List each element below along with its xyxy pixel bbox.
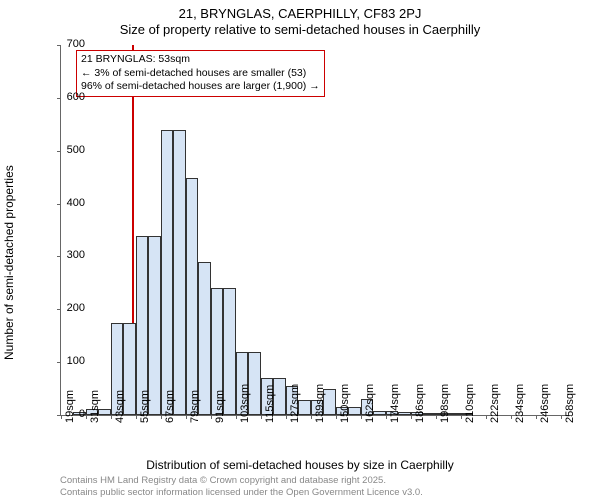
x-tick-label: 91sqm: [214, 390, 226, 423]
y-axis-label: Number of semi-detached properties: [2, 35, 16, 230]
x-tick-label: 31sqm: [89, 390, 101, 423]
x-tick-mark: [536, 415, 537, 419]
x-tick-mark: [336, 415, 337, 419]
y-tick-label: 100: [45, 355, 85, 367]
histogram-bar: [148, 236, 160, 415]
annotation-line1: 21 BRYNGLAS: 53sqm: [81, 53, 320, 67]
x-tick-label: 162sqm: [364, 384, 376, 423]
footer-line1: Contains HM Land Registry data © Crown c…: [60, 475, 423, 486]
x-tick-label: 198sqm: [439, 384, 451, 423]
x-tick-mark: [311, 415, 312, 419]
x-tick-mark: [236, 415, 237, 419]
x-tick-label: 174sqm: [389, 384, 401, 423]
footer-line2: Contains public sector information licen…: [60, 487, 423, 498]
chart-title-1: 21, BRYNGLAS, CAERPHILLY, CF83 2PJ: [0, 6, 600, 21]
x-tick-mark: [86, 415, 87, 419]
x-tick-label: 19sqm: [64, 390, 76, 423]
x-tick-label: 210sqm: [464, 384, 476, 423]
x-tick-mark: [211, 415, 212, 419]
histogram-bar: [161, 130, 173, 415]
x-tick-label: 246sqm: [539, 384, 551, 423]
y-tick-label: 200: [45, 302, 85, 314]
y-tick-label: 500: [45, 144, 85, 156]
x-tick-label: 103sqm: [239, 384, 251, 423]
x-tick-mark: [436, 415, 437, 419]
histogram-bar: [186, 178, 198, 415]
x-tick-label: 79sqm: [189, 390, 201, 423]
plot-area: 21 BRYNGLAS: 53sqm ← 3% of semi-detached…: [60, 45, 571, 416]
x-tick-label: 150sqm: [339, 384, 351, 423]
x-axis-label: Distribution of semi-detached houses by …: [0, 458, 600, 472]
x-tick-label: 234sqm: [514, 384, 526, 423]
annotation-line3: 96% of semi-detached houses are larger (…: [81, 80, 320, 94]
y-axis-label-text: Number of semi-detached properties: [2, 165, 16, 360]
x-tick-mark: [186, 415, 187, 419]
x-tick-mark: [511, 415, 512, 419]
x-tick-mark: [386, 415, 387, 419]
x-tick-mark: [136, 415, 137, 419]
x-tick-mark: [261, 415, 262, 419]
histogram-bar: [136, 236, 148, 415]
x-tick-label: 258sqm: [564, 384, 576, 423]
x-tick-label: 55sqm: [139, 390, 151, 423]
x-tick-mark: [561, 415, 562, 419]
x-tick-mark: [286, 415, 287, 419]
footer: Contains HM Land Registry data © Crown c…: [60, 475, 423, 498]
x-tick-label: 115sqm: [264, 385, 276, 423]
x-tick-label: 67sqm: [164, 390, 176, 423]
x-tick-label: 222sqm: [489, 384, 501, 423]
x-tick-mark: [486, 415, 487, 419]
y-tick-label: 300: [45, 249, 85, 261]
x-tick-label: 139sqm: [314, 384, 326, 423]
annotation-box: 21 BRYNGLAS: 53sqm ← 3% of semi-detached…: [76, 50, 325, 97]
x-tick-mark: [461, 415, 462, 419]
x-tick-label: 127sqm: [289, 384, 301, 423]
x-tick-mark: [161, 415, 162, 419]
x-tick-label: 43sqm: [114, 390, 126, 423]
y-tick-label: 600: [45, 91, 85, 103]
chart-title-2: Size of property relative to semi-detach…: [0, 22, 600, 37]
x-tick-mark: [111, 415, 112, 419]
x-tick-label: 186sqm: [414, 384, 426, 423]
annotation-line2: ← 3% of semi-detached houses are smaller…: [81, 67, 320, 81]
y-tick-label: 700: [45, 38, 85, 50]
y-tick-label: 400: [45, 197, 85, 209]
x-tick-mark: [411, 415, 412, 419]
x-tick-mark: [361, 415, 362, 419]
histogram-bar: [173, 130, 185, 415]
chart-container: 21, BRYNGLAS, CAERPHILLY, CF83 2PJ Size …: [0, 0, 600, 500]
